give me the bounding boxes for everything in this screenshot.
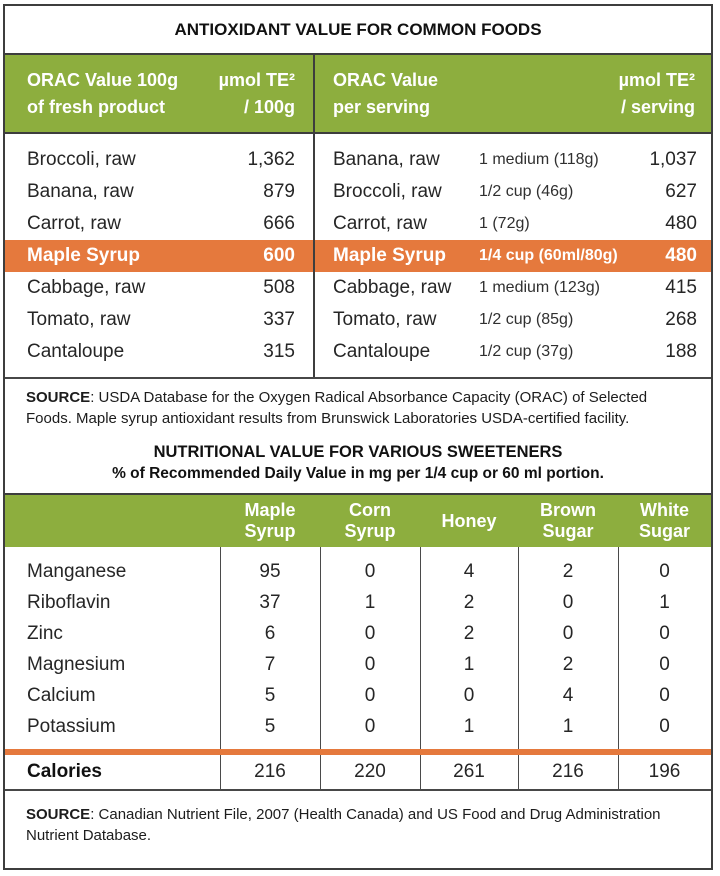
food-name: Maple Syrup: [27, 245, 140, 266]
food-name: Carrot, raw: [27, 213, 121, 234]
food-name: Banana, raw: [27, 181, 134, 202]
orac-per-100g-header-label: ORAC Value 100g of fresh product: [27, 69, 179, 117]
orac-table-body: Broccoli, raw 1,362 Banana, raw 879 Carrot…: [5, 134, 711, 379]
orac-value: 666: [263, 213, 295, 234]
table-row: Manganese 95 0 4 2 0: [5, 556, 711, 587]
orac-table-title: ANTIOXIDANT VALUE FOR COMMON FOODS: [174, 19, 542, 39]
orac-header-band: ORAC Value 100g of fresh product µmol TE…: [5, 53, 711, 134]
orac-value: 415: [665, 277, 697, 298]
table-row: Potassium 5 0 1 1 0: [5, 711, 711, 742]
table-row: Tomato, raw 337: [5, 304, 313, 336]
column-header-maple-syrup: Maple Syrup: [244, 500, 296, 541]
sweetener-table-subtitle: % of Recommended Daily Value in mg per 1…: [112, 465, 604, 482]
source-text: : USDA Database for the Oxygen Radical A…: [26, 389, 648, 427]
food-name: Broccoli, raw: [27, 149, 136, 170]
food-name: Carrot, raw: [333, 213, 427, 234]
food-name: Cabbage, raw: [27, 277, 146, 298]
nutrient-name: Riboflavin: [27, 591, 111, 613]
table-row: Carrot, raw 666: [5, 208, 313, 240]
column-header-brown-sugar: Brown Sugar: [540, 500, 596, 541]
orac-per-100g-rows: Broccoli, raw 1,362 Banana, raw 879 Carrot…: [5, 134, 315, 377]
food-name: Maple Syrup: [333, 245, 446, 266]
nutrient-name: Calcium: [27, 684, 96, 706]
serving-size: 1 medium (118g): [479, 151, 599, 168]
nutrient-name: Potassium: [27, 715, 116, 737]
table-row: Broccoli, raw 1,362: [5, 144, 313, 176]
table-row: Cantaloupe 315: [5, 336, 313, 368]
table-row: Zinc 6 0 2 0 0: [5, 618, 711, 649]
serving-size: 1/2 cup (46g): [479, 183, 574, 200]
sweetener-source-note: SOURCE: Canadian Nutrient File, 2007 (He…: [5, 791, 711, 868]
orac-per-serving-header: ORAC Value per serving µmol TE² / servin…: [315, 55, 711, 132]
column-divider: [220, 547, 221, 791]
table-row-maple-syrup-highlight: Maple Syrup 1/4 cup (60ml/80g) 480: [315, 240, 711, 272]
sweetener-table-body: Manganese 95 0 4 2 0 Riboflavin 37 1 2 0 1 Zinc 6 0 2…: [5, 547, 711, 791]
calories-row: Calories 216 220 261 216 196: [5, 755, 711, 791]
column-divider: [420, 547, 421, 791]
column-divider: [618, 547, 619, 791]
orac-per-100g-unit-label: µmol TE² / 100g: [218, 69, 295, 117]
nutrient-rows: Manganese 95 0 4 2 0 Riboflavin 37 1 2 0 1 Zinc 6 0 2…: [5, 547, 711, 742]
orac-value: 337: [263, 309, 295, 330]
poster-frame: ANTIOXIDANT VALUE FOR COMMON FOODS ORAC …: [3, 4, 713, 870]
table-row: Cantaloupe 1/2 cup (37g) 188: [315, 336, 711, 368]
table-row: Cabbage, raw 1 medium (123g) 415: [315, 272, 711, 304]
food-name: Broccoli, raw: [333, 181, 442, 202]
orac-per-serving-rows: Banana, raw 1 medium (118g) 1,037 Broccoli…: [315, 134, 711, 377]
orac-per-100g-header: ORAC Value 100g of fresh product µmol TE…: [5, 55, 315, 132]
column-header-corn-syrup: Corn Syrup: [344, 500, 396, 541]
orac-value: 268: [665, 309, 697, 330]
column-divider: [320, 547, 321, 791]
column-header-honey: Honey: [441, 510, 497, 531]
table-row: Magnesium 7 0 1 2 0: [5, 649, 711, 680]
calories-label: Calories: [27, 761, 102, 782]
orac-value: 879: [263, 181, 295, 202]
table-row: Broccoli, raw 1/2 cup (46g) 627: [315, 176, 711, 208]
nutrient-name: Manganese: [27, 560, 127, 582]
orac-value: 600: [263, 245, 295, 266]
serving-size: 1 (72g): [479, 215, 530, 232]
orac-value: 508: [263, 277, 295, 298]
orac-value: 480: [665, 213, 697, 234]
food-name: Cantaloupe: [333, 341, 431, 362]
table-row: Calcium 5 0 0 4 0: [5, 680, 711, 711]
orac-source-note: SOURCE: USDA Database for the Oxygen Rad…: [5, 379, 711, 433]
serving-size: 1/4 cup (60ml/80g): [479, 247, 618, 264]
table-row: Banana, raw 879: [5, 176, 313, 208]
table-row-maple-syrup-highlight: Maple Syrup 600: [5, 240, 313, 272]
serving-size: 1/2 cup (85g): [479, 311, 574, 328]
food-name: Tomato, raw: [27, 309, 131, 330]
table-row: Riboflavin 37 1 2 0 1: [5, 587, 711, 618]
column-divider: [518, 547, 519, 791]
orac-per-serving-unit-label: µmol TE² / serving: [618, 69, 695, 117]
table-row: Tomato, raw 1/2 cup (85g) 268: [315, 304, 711, 336]
food-name: Cabbage, raw: [333, 277, 452, 298]
orange-divider: [5, 749, 711, 755]
food-name: Tomato, raw: [333, 309, 437, 330]
food-name: Banana, raw: [333, 149, 440, 170]
source-label: SOURCE: [26, 389, 91, 406]
table-row: Banana, raw 1 medium (118g) 1,037: [315, 144, 711, 176]
serving-size: 1 medium (123g): [479, 279, 600, 296]
orac-value: 315: [263, 341, 295, 362]
sweetener-table-title: NUTRITIONAL VALUE FOR VARIOUS SWEETENERS: [153, 443, 563, 461]
table-row: Carrot, raw 1 (72g) 480: [315, 208, 711, 240]
food-name: Cantaloupe: [27, 341, 125, 362]
orac-value: 1,362: [247, 149, 295, 170]
nutrient-name: Magnesium: [27, 653, 126, 675]
nutrient-name: Zinc: [27, 622, 63, 644]
orac-value: 480: [665, 245, 697, 266]
sweetener-header-band: Maple Syrup Corn Syrup Honey Brown Sugar Wh…: [5, 493, 711, 547]
orac-per-serving-header-label: ORAC Value per serving: [333, 69, 439, 117]
table-row: Cabbage, raw 508: [5, 272, 313, 304]
column-header-white-sugar: White Sugar: [638, 500, 690, 541]
source-label: SOURCE: [26, 806, 91, 823]
orac-value: 188: [665, 341, 697, 362]
source-text: : Canadian Nutrient File, 2007 (Health C…: [26, 806, 661, 844]
orac-value: 627: [665, 181, 697, 202]
orac-value: 1,037: [649, 149, 697, 170]
serving-size: 1/2 cup (37g): [479, 343, 574, 360]
